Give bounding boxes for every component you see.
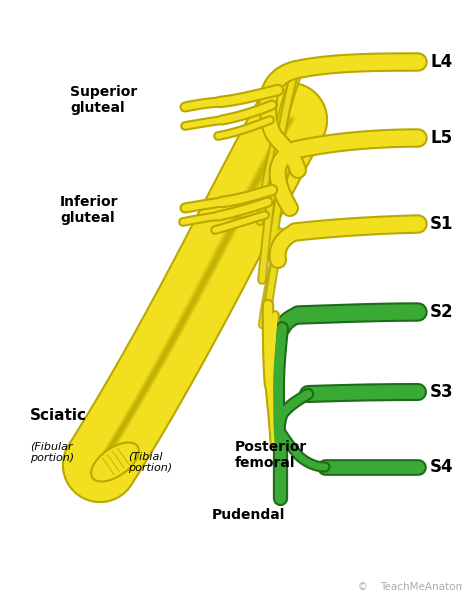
Text: S2: S2: [430, 303, 454, 321]
Text: (Tibial
portion): (Tibial portion): [128, 451, 172, 473]
Text: S4: S4: [430, 458, 454, 476]
Text: TeachMeAnatomy: TeachMeAnatomy: [380, 582, 462, 592]
Text: (Fibular
portion): (Fibular portion): [30, 441, 74, 463]
Text: ©: ©: [358, 582, 368, 592]
Text: S3: S3: [430, 383, 454, 401]
Text: Pudendal: Pudendal: [211, 508, 285, 522]
Text: L4: L4: [430, 53, 452, 71]
Text: Inferior
gluteal: Inferior gluteal: [60, 195, 118, 225]
Text: Posterior
femoral: Posterior femoral: [235, 440, 307, 470]
Text: L5: L5: [430, 129, 452, 147]
Ellipse shape: [91, 442, 139, 481]
Text: Superior
gluteal: Superior gluteal: [70, 85, 137, 115]
Text: Sciatic: Sciatic: [30, 407, 87, 423]
Text: S1: S1: [430, 215, 454, 233]
